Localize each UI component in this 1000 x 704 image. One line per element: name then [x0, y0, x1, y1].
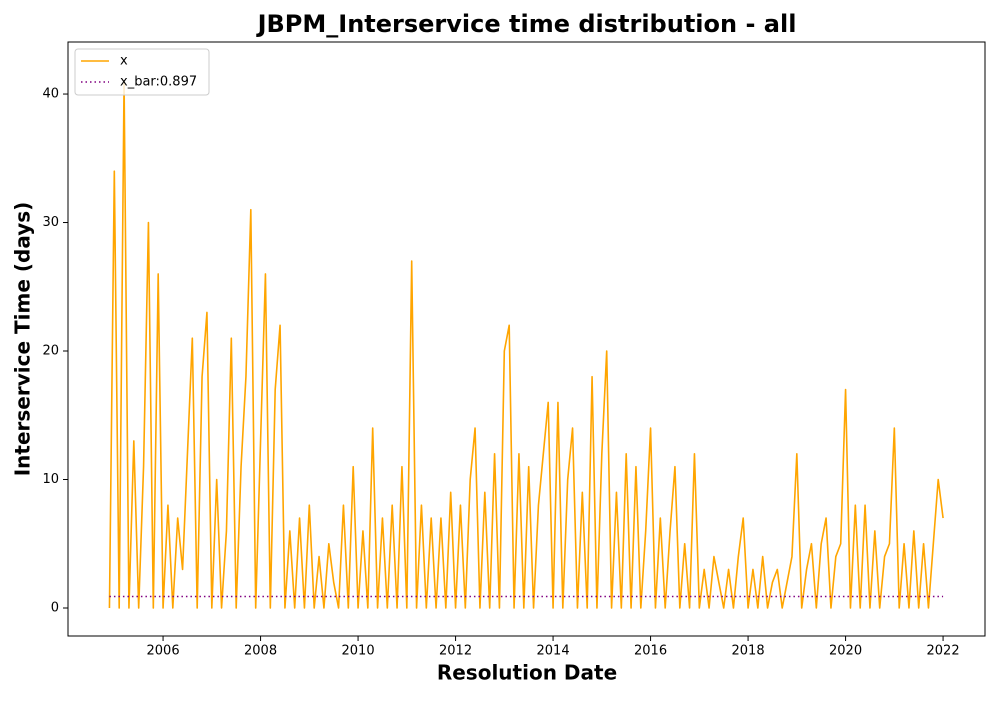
- x-tick-label: 2016: [634, 644, 667, 659]
- chart-title: JBPM_Interservice time distribution - al…: [256, 10, 797, 38]
- x-tick-label: 2008: [244, 644, 277, 659]
- x-tick-label: 2012: [439, 644, 472, 659]
- y-tick-label: 0: [51, 600, 59, 615]
- legend-label: x: [120, 54, 128, 69]
- plot-frame: [67, 41, 986, 637]
- y-tick-label: 40: [42, 87, 59, 102]
- line-series: [108, 80, 944, 609]
- x-tick-label: 2020: [829, 644, 862, 659]
- x-tick-label: 2010: [342, 644, 375, 659]
- y-axis-label: Interservice Time (days): [11, 202, 35, 477]
- x-tick-label: 2006: [147, 644, 180, 659]
- x-tick-label: 2022: [927, 644, 960, 659]
- x-axis-label: Resolution Date: [437, 661, 617, 685]
- x-tick-label: 2014: [537, 644, 570, 659]
- x-tick-label: 2018: [732, 644, 765, 659]
- y-tick-label: 10: [42, 472, 59, 487]
- legend-label: x_bar:0.897: [120, 75, 197, 90]
- y-tick-label: 20: [42, 344, 59, 359]
- y-tick-label: 30: [42, 215, 59, 230]
